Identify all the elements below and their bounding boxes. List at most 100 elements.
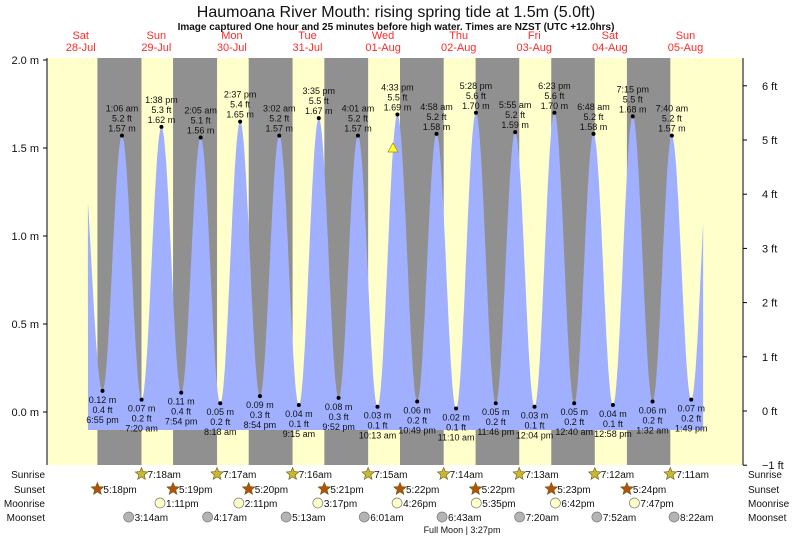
sunrise-icon (512, 466, 527, 480)
day-label-dow: Thu (449, 30, 468, 42)
sunset-icon (468, 481, 483, 495)
day-label-date: 31-Jul (293, 42, 323, 54)
tide-point (434, 131, 439, 136)
tide-time: 4:33 pm (381, 83, 414, 93)
sunrise-time: 7:11am (676, 470, 709, 481)
right-tick-label: 2 ft (762, 298, 777, 310)
moonrise-row-label-right: Moonrise (748, 499, 790, 510)
sun-moon-rows: Sunrise Sunrise 7:18am 7:17am 7:16am 7:15am 7:… (4, 466, 790, 524)
sunrise-icon (134, 466, 149, 480)
moonrise-time: 2:11pm (245, 499, 278, 510)
moonrise-time: 4:26pm (403, 499, 436, 510)
sunrise-icon (361, 466, 376, 480)
tide-height-m: 1.62 m (148, 115, 176, 125)
day-label-date: 28-Jul (66, 42, 96, 54)
tide-time: 7:20 am (125, 424, 158, 434)
high-tide-marker: 3:02 am5.2 ft1.57 m (263, 104, 296, 138)
tide-height-ft: 5.2 ft (112, 114, 133, 124)
tide-point (513, 130, 518, 135)
tide-point (630, 114, 635, 119)
tide-point (257, 394, 262, 399)
tide-area (87, 112, 704, 431)
left-tick-label: 2.0 m (11, 55, 39, 67)
plot-area: 0.12 m0.4 ft6:55 pm1:06 am5.2 ft1.57 m0.… (48, 58, 742, 465)
tide-height-ft: 5.5 ft (387, 93, 408, 103)
moonrise-icon (233, 497, 245, 509)
tide-height-ft: 0.4 ft (92, 405, 113, 415)
day-label-date: 02-Aug (441, 42, 476, 54)
sunrise-icon (210, 466, 224, 480)
tide-time: 4:01 am (342, 104, 375, 114)
low-tide-marker: 0.08 m0.3 ft9:52 pm (322, 395, 355, 432)
day-label-dow: Sat (72, 30, 89, 42)
tide-height-ft: 0.1 ft (446, 422, 467, 432)
sunset-time: 5:22pm (406, 485, 439, 496)
left-tick-label: 1.0 m (11, 231, 39, 243)
axes: 2.0 m 1.5 m 1.0 m 0.5 m 0.0 m 6 ft 5 ft 4 ft 3 f… (11, 55, 783, 472)
moonset-time: 6:43am (448, 513, 481, 524)
full-moon-label: Full Moon | 3:27pm (424, 525, 501, 535)
low-tide-marker: 0.07 m0.2 ft7:20 am (125, 397, 158, 434)
moonrise-row-label-left: Moonrise (4, 499, 46, 510)
tide-point (610, 402, 615, 407)
tide-height-m: 1.58 m (580, 122, 608, 132)
tide-height-ft: 5.5 ft (623, 94, 644, 104)
moonset-time: 5:13am (292, 513, 325, 524)
sunrise-time: 7:13am (525, 470, 558, 481)
tide-time: 1:49 pm (675, 424, 708, 434)
high-tide-marker: 4:58 am5.2 ft1.58 m (420, 102, 453, 136)
low-tide-marker: 0.06 m0.2 ft1:32 am (636, 399, 669, 435)
tide-point (552, 110, 557, 115)
tide-height-m: 0.04 m (285, 409, 313, 419)
tide-height-ft: 0.3 ft (329, 412, 350, 422)
tide-height-ft: 0.2 ft (564, 417, 585, 427)
moonrise-time: 3:17pm (324, 499, 357, 510)
sunset-row-label-left: Sunset (14, 485, 45, 496)
tide-height-m: 0.05 m (206, 407, 234, 417)
moonset-icon (202, 511, 213, 523)
moonrise-time: 5:35pm (482, 499, 515, 510)
sunset-time: 5:21pm (330, 485, 363, 496)
sunrise-icon (587, 466, 602, 480)
tide-height-ft: 5.2 ft (505, 110, 526, 120)
moonrise-icon (312, 497, 324, 509)
sunrise-time: 7:16am (299, 470, 332, 481)
right-tick-label: 1 ft (762, 352, 777, 364)
tide-time: 7:54 pm (165, 417, 198, 427)
tide-height-m: 1.56 m (187, 125, 215, 135)
tide-point (238, 119, 243, 124)
moonset-time: 7:20am (526, 513, 559, 524)
left-tick-label: 0.0 m (11, 407, 39, 419)
moonrise-icon (391, 497, 403, 509)
tide-point (375, 404, 380, 409)
tide-height-m: 0.06 m (403, 405, 431, 415)
moonset-icon (514, 511, 525, 523)
tide-point (650, 399, 655, 404)
sunset-icon (317, 481, 332, 495)
tide-point (591, 131, 596, 136)
day-label-dow: Wed (372, 30, 394, 42)
tide-height-m: 1.57 m (658, 124, 686, 134)
tide-point (316, 116, 321, 121)
tide-time: 3:35 pm (303, 86, 336, 96)
tide-point (119, 133, 124, 138)
tide-time: 2:05 am (184, 105, 217, 115)
tide-height-m: 1.67 m (305, 106, 333, 116)
tide-height-ft: 5.6 ft (466, 91, 487, 101)
moonset-icon (436, 511, 448, 523)
tide-height-ft: 0.1 ft (525, 421, 546, 431)
tide-time: 6:23 pm (538, 81, 571, 91)
moonrise-icon (470, 497, 482, 509)
tide-point (689, 397, 694, 402)
tide-time: 2:37 pm (224, 90, 257, 100)
tide-time: 8:54 pm (244, 420, 277, 430)
tide-height-m: 1.57 m (108, 124, 136, 134)
high-tide-marker: 7:15 pm5.5 ft1.68 m (616, 84, 649, 119)
tide-height-m: 0.11 m (168, 397, 195, 407)
sunset-icon (544, 481, 559, 495)
sunrise-time: 7:14am (450, 470, 483, 481)
